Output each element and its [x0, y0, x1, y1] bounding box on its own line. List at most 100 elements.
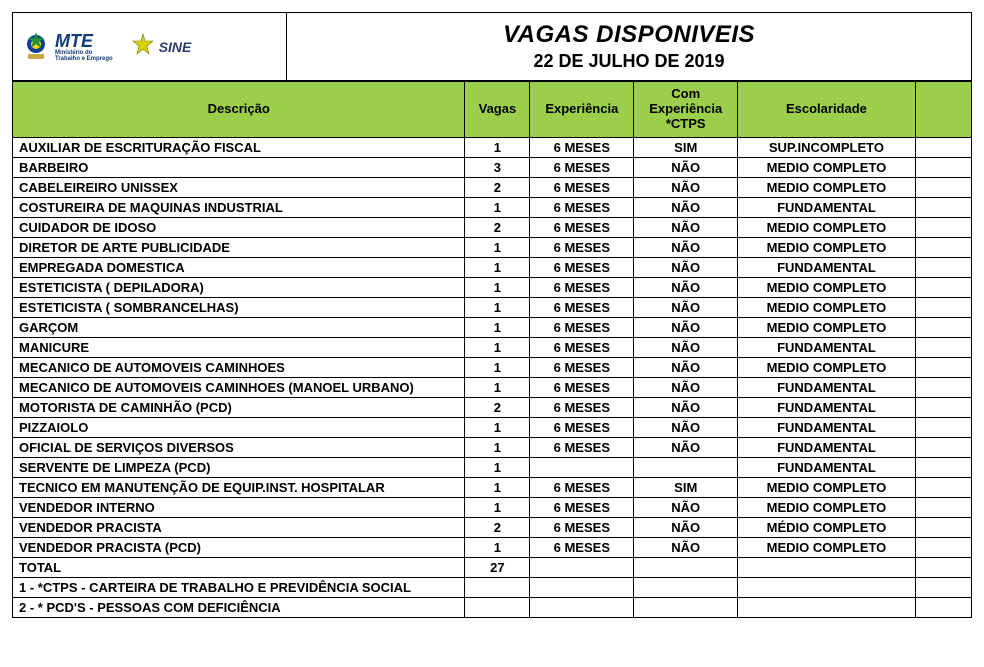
cell-ctps: SIM	[634, 138, 738, 158]
cell-exp: 6 MESES	[530, 378, 634, 398]
table-row: AUXILIAR DE ESCRITURAÇÃO FISCAL16 MESESS…	[13, 138, 972, 158]
footnote-empty	[915, 598, 971, 618]
cell-empty	[915, 518, 971, 538]
cell-empty	[915, 498, 971, 518]
cell-vagas: 1	[465, 318, 530, 338]
cell-exp: 6 MESES	[530, 238, 634, 258]
cell-vagas: 1	[465, 498, 530, 518]
cell-esc: MÉDIO COMPLETO	[738, 518, 916, 538]
cell-desc: COSTUREIRA DE MAQUINAS INDUSTRIAL	[13, 198, 465, 218]
sine-text: SINE	[159, 39, 192, 55]
total-empty	[738, 558, 916, 578]
cell-exp: 6 MESES	[530, 158, 634, 178]
cell-desc: CABELEIREIRO UNISSEX	[13, 178, 465, 198]
cell-esc: MEDIO COMPLETO	[738, 178, 916, 198]
cell-esc: MEDIO COMPLETO	[738, 278, 916, 298]
cell-exp: 6 MESES	[530, 518, 634, 538]
cell-vagas: 1	[465, 278, 530, 298]
cell-empty	[915, 418, 971, 438]
cell-exp: 6 MESES	[530, 318, 634, 338]
total-label: TOTAL	[13, 558, 465, 578]
cell-ctps: NÃO	[634, 278, 738, 298]
col-header-exp: Experiência	[530, 82, 634, 138]
cell-vagas: 1	[465, 418, 530, 438]
cell-esc: MEDIO COMPLETO	[738, 238, 916, 258]
table-body: AUXILIAR DE ESCRITURAÇÃO FISCAL16 MESESS…	[13, 138, 972, 618]
cell-desc: MECANICO DE AUTOMOVEIS CAMINHOES	[13, 358, 465, 378]
cell-exp: 6 MESES	[530, 418, 634, 438]
footnote-empty	[634, 578, 738, 598]
cell-desc: OFICIAL DE SERVIÇOS DIVERSOS	[13, 438, 465, 458]
cell-vagas: 2	[465, 178, 530, 198]
cell-vagas: 1	[465, 458, 530, 478]
cell-esc: FUNDAMENTAL	[738, 398, 916, 418]
cell-esc: FUNDAMENTAL	[738, 258, 916, 278]
cell-vagas: 2	[465, 518, 530, 538]
cell-exp: 6 MESES	[530, 538, 634, 558]
table-row: MECANICO DE AUTOMOVEIS CAMINHOES16 MESES…	[13, 358, 972, 378]
cell-esc: FUNDAMENTAL	[738, 418, 916, 438]
table-row: VENDEDOR PRACISTA26 MESESNÃOMÉDIO COMPLE…	[13, 518, 972, 538]
cell-desc: EMPREGADA DOMESTICA	[13, 258, 465, 278]
cell-ctps: NÃO	[634, 178, 738, 198]
cell-empty	[915, 318, 971, 338]
cell-esc: MEDIO COMPLETO	[738, 158, 916, 178]
cell-empty	[915, 198, 971, 218]
cell-exp: 6 MESES	[530, 398, 634, 418]
cell-ctps: NÃO	[634, 518, 738, 538]
cell-esc: MEDIO COMPLETO	[738, 318, 916, 338]
sine-logo: SINE	[131, 33, 192, 61]
table-row: GARÇOM16 MESESNÃOMEDIO COMPLETO	[13, 318, 972, 338]
cell-ctps: NÃO	[634, 318, 738, 338]
cell-esc: FUNDAMENTAL	[738, 198, 916, 218]
table-row: VENDEDOR INTERNO16 MESESNÃOMEDIO COMPLET…	[13, 498, 972, 518]
mte-small2: Trabalho e Emprego	[55, 56, 113, 62]
footnote-empty	[738, 598, 916, 618]
cell-desc: SERVENTE DE LIMPEZA (PCD)	[13, 458, 465, 478]
cell-desc: CUIDADOR DE IDOSO	[13, 218, 465, 238]
total-empty	[915, 558, 971, 578]
cell-empty	[915, 238, 971, 258]
footnote-row: 2 - * PCD'S - PESSOAS COM DEFICIÊNCIA	[13, 598, 972, 618]
page-title: VAGAS DISPONIVEIS	[503, 21, 755, 49]
cell-esc: FUNDAMENTAL	[738, 458, 916, 478]
table-row: CABELEIREIRO UNISSEX26 MESESNÃOMEDIO COM…	[13, 178, 972, 198]
total-row: TOTAL27	[13, 558, 972, 578]
table-row: ESTETICISTA ( DEPILADORA)16 MESESNÃOMEDI…	[13, 278, 972, 298]
cell-esc: SUP.INCOMPLETO	[738, 138, 916, 158]
table-row: MECANICO DE AUTOMOVEIS CAMINHOES (MANOEL…	[13, 378, 972, 398]
footnote-text: 2 - * PCD'S - PESSOAS COM DEFICIÊNCIA	[13, 598, 465, 618]
cell-desc: MANICURE	[13, 338, 465, 358]
cell-vagas: 1	[465, 378, 530, 398]
cell-desc: AUXILIAR DE ESCRITURAÇÃO FISCAL	[13, 138, 465, 158]
footnote-empty	[915, 578, 971, 598]
cell-ctps	[634, 458, 738, 478]
cell-empty	[915, 378, 971, 398]
cell-empty	[915, 358, 971, 378]
cell-desc: VENDEDOR PRACISTA (PCD)	[13, 538, 465, 558]
cell-ctps: NÃO	[634, 538, 738, 558]
cell-desc: VENDEDOR INTERNO	[13, 498, 465, 518]
total-value: 27	[465, 558, 530, 578]
cell-ctps: NÃO	[634, 378, 738, 398]
cell-vagas: 1	[465, 138, 530, 158]
cell-exp: 6 MESES	[530, 478, 634, 498]
mte-big: MTE	[55, 32, 113, 50]
cell-ctps: NÃO	[634, 198, 738, 218]
cell-desc: MECANICO DE AUTOMOVEIS CAMINHOES (MANOEL…	[13, 378, 465, 398]
cell-empty	[915, 538, 971, 558]
table-row: MOTORISTA DE CAMINHÃO (PCD)26 MESESNÃOFU…	[13, 398, 972, 418]
cell-empty	[915, 298, 971, 318]
table-row: TECNICO EM MANUTENÇÃO DE EQUIP.INST. HOS…	[13, 478, 972, 498]
col-header-esc: Escolaridade	[738, 82, 916, 138]
cell-vagas: 2	[465, 398, 530, 418]
cell-exp: 6 MESES	[530, 498, 634, 518]
cell-desc: TECNICO EM MANUTENÇÃO DE EQUIP.INST. HOS…	[13, 478, 465, 498]
table-row: EMPREGADA DOMESTICA16 MESESNÃOFUNDAMENTA…	[13, 258, 972, 278]
cell-ctps: NÃO	[634, 498, 738, 518]
cell-esc: FUNDAMENTAL	[738, 438, 916, 458]
cell-exp: 6 MESES	[530, 218, 634, 238]
cell-esc: FUNDAMENTAL	[738, 378, 916, 398]
table-row: SERVENTE DE LIMPEZA (PCD)1 FUNDAMENTAL	[13, 458, 972, 478]
cell-ctps: NÃO	[634, 238, 738, 258]
